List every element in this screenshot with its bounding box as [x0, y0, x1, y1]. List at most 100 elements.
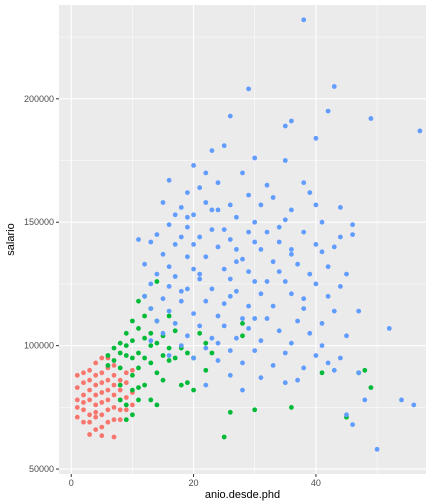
data-point: [148, 306, 154, 311]
data-point: [246, 326, 252, 331]
data-point: [307, 190, 313, 196]
data-point: [93, 402, 99, 408]
data-point: [87, 419, 92, 425]
data-point: [331, 244, 337, 250]
data-point: [234, 259, 239, 265]
data-point: [252, 348, 258, 353]
data-point: [142, 293, 148, 299]
data-point: [148, 397, 154, 403]
data-point: [209, 350, 215, 356]
data-point: [338, 355, 343, 361]
data-point: [105, 407, 111, 413]
data-point: [350, 222, 355, 228]
data-point: [276, 328, 282, 334]
data-point: [87, 387, 92, 393]
data-point: [209, 148, 215, 154]
x-axis-title: anio.desde.phd: [205, 489, 280, 501]
data-point: [301, 229, 307, 235]
data-point: [344, 333, 349, 339]
data-point: [350, 232, 355, 238]
data-point: [136, 350, 141, 356]
data-point: [130, 372, 135, 378]
data-point: [191, 212, 197, 218]
data-point: [197, 330, 203, 336]
data-point: [338, 284, 343, 289]
data-point: [227, 113, 233, 119]
data-point: [136, 397, 141, 403]
data-point: [258, 247, 264, 252]
data-point: [246, 86, 252, 92]
data-point: [227, 293, 233, 299]
data-point: [289, 118, 294, 124]
data-point: [185, 333, 190, 339]
data-point: [282, 279, 288, 284]
x-axis: 0 20 40: [69, 474, 321, 488]
data-point: [99, 433, 105, 439]
data-point: [81, 370, 86, 376]
data-point: [166, 345, 172, 351]
data-point: [240, 333, 245, 339]
data-point: [93, 414, 99, 420]
data-point: [289, 207, 294, 213]
data-point: [93, 382, 99, 388]
data-point: [81, 400, 86, 405]
data-point: [117, 350, 123, 356]
data-point: [191, 387, 197, 393]
data-point: [160, 377, 166, 383]
data-point: [282, 217, 288, 223]
data-point: [87, 367, 92, 373]
data-point: [117, 407, 123, 413]
data-point: [166, 358, 172, 363]
data-point: [191, 242, 197, 247]
data-point: [160, 353, 166, 358]
data-point: [148, 239, 154, 245]
data-point: [148, 360, 154, 366]
data-point: [93, 392, 99, 398]
data-point: [215, 244, 221, 250]
data-point: [123, 380, 129, 386]
data-point: [154, 232, 160, 238]
data-point: [246, 303, 252, 309]
data-point: [197, 271, 203, 277]
data-point: [240, 256, 245, 262]
data-point: [307, 271, 313, 277]
data-point: [130, 318, 135, 324]
data-point: [123, 343, 129, 348]
data-point: [172, 328, 178, 334]
data-point: [166, 177, 172, 183]
data-point: [185, 350, 190, 356]
data-point: [111, 417, 117, 423]
data-point: [148, 281, 154, 287]
data-point: [117, 387, 123, 393]
y-tick-label: 150000: [24, 217, 54, 227]
data-point: [203, 382, 209, 388]
data-point: [270, 363, 276, 368]
data-point: [154, 279, 160, 284]
data-point: [203, 345, 209, 351]
data-point: [136, 237, 141, 242]
minor-grid: [59, 5, 426, 474]
data-point: [295, 318, 300, 324]
data-point: [142, 335, 148, 341]
y-tick-label: 100000: [24, 341, 54, 351]
data-point: [282, 350, 288, 356]
data-point: [331, 84, 337, 89]
data-point: [276, 269, 282, 274]
data-point: [246, 229, 252, 235]
data-point: [234, 335, 239, 341]
data-point: [331, 367, 337, 373]
data-point: [203, 367, 209, 373]
data-point: [130, 355, 135, 361]
data-point: [81, 419, 86, 425]
data-point: [111, 392, 117, 398]
major-grid: [59, 5, 426, 474]
data-point: [282, 380, 288, 386]
data-point: [166, 222, 172, 228]
data-point: [350, 422, 355, 427]
data-point: [221, 266, 227, 272]
data-point: [123, 353, 129, 358]
data-point: [172, 321, 178, 326]
data-point: [178, 234, 184, 240]
data-point: [270, 195, 276, 200]
data-point: [227, 237, 233, 242]
